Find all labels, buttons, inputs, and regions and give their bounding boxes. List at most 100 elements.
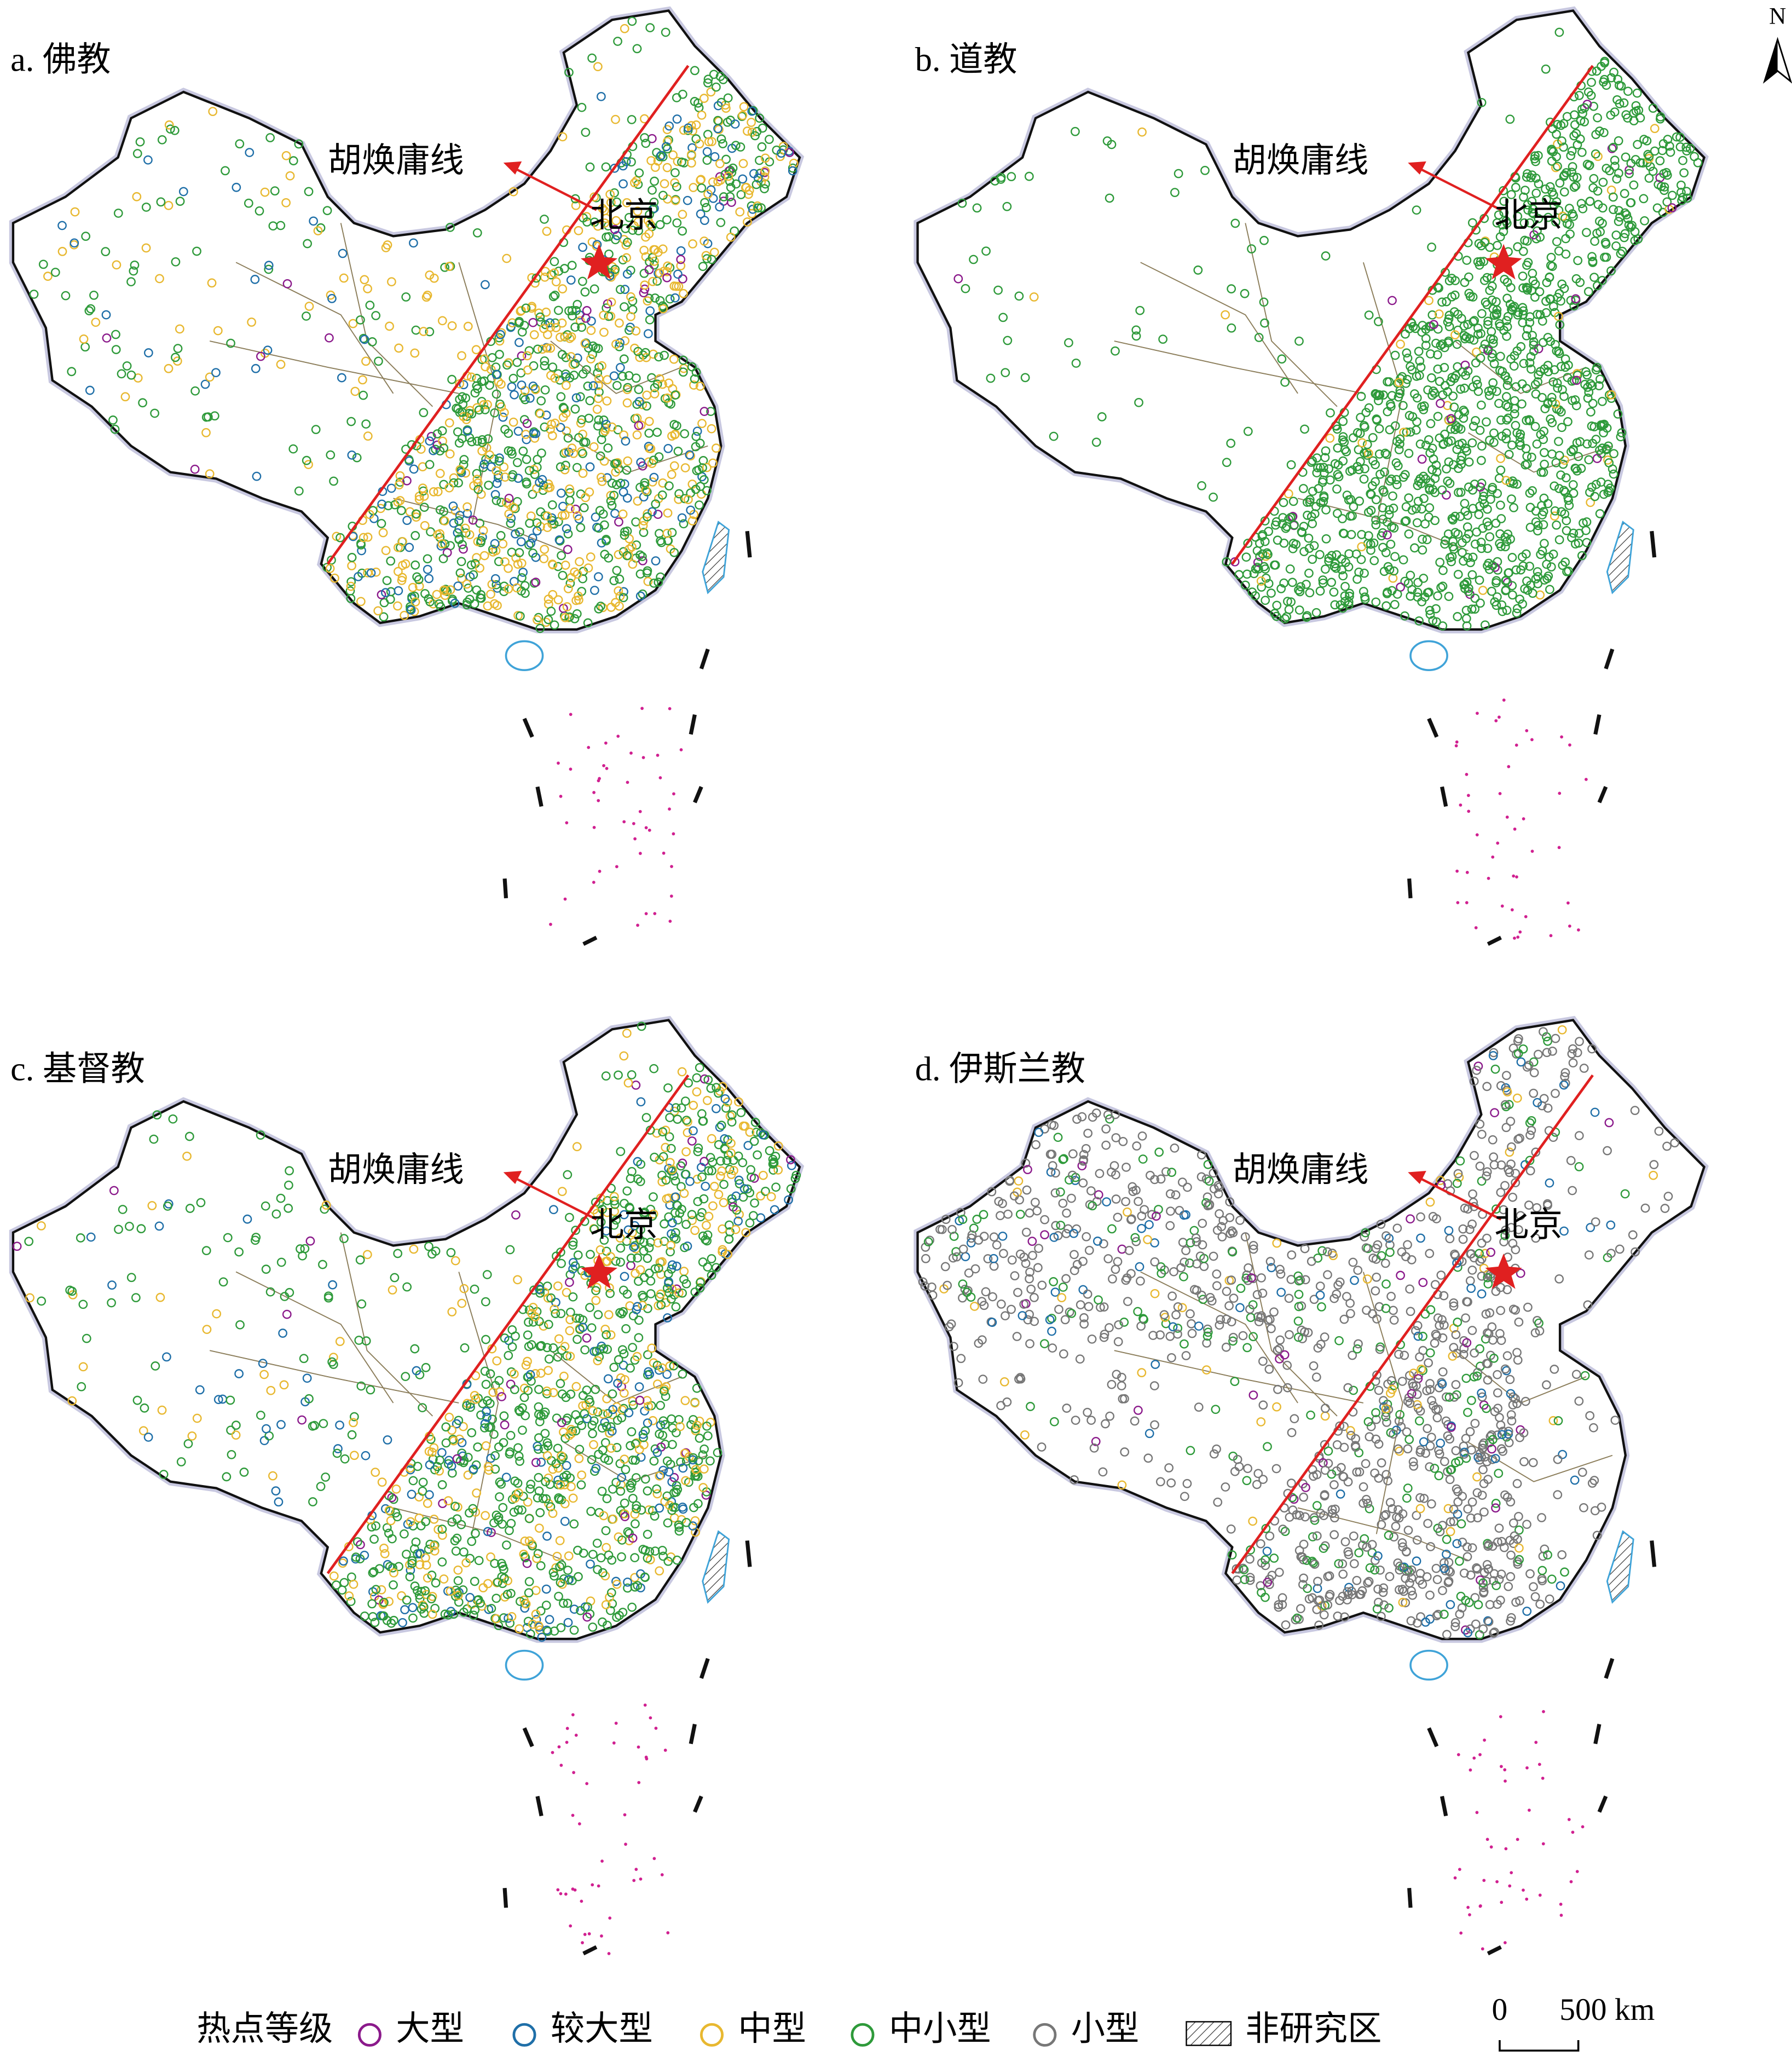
hotspot-dot [703,189,713,199]
hotspot-dot [1483,316,1493,326]
hotspot-dot [1475,575,1484,585]
hotspot-dot [420,589,430,598]
hotspot-dot [696,209,706,219]
hotspot-dot [622,465,632,475]
hotspot-dot [1609,67,1618,77]
hotspot-dot [689,1126,698,1136]
hotspot-dot [584,1395,594,1405]
hotspot-dot [597,538,606,548]
hotspot-dot [1394,392,1403,402]
hotspot-dot [57,247,67,256]
hotspot-dot [621,1465,631,1475]
nine-dash [1604,648,1615,669]
panel-title: c. 基督教 [10,1051,145,1088]
hotspot-dot [449,518,459,528]
hotspot-dot [771,1182,781,1192]
hotspot-dot [1556,407,1566,417]
island [600,1934,603,1938]
hotspot-dot [1136,1276,1145,1286]
hu-arrow-head [1408,161,1426,175]
island [668,707,672,711]
hotspot-dot [567,261,577,270]
hotspot-dot [648,185,657,195]
hotspot-dot [563,545,573,555]
hotspot-dot [1603,1146,1612,1156]
hotspot-dot [510,504,520,513]
hotspot-dot [524,1318,533,1327]
hotspot-dot [421,1362,431,1372]
hotspot-dot [1489,428,1499,438]
hotspot-dot [633,206,643,216]
hotspot-dot [1325,434,1335,443]
hotspot-dot [65,1285,75,1295]
hotspot-dot [484,481,494,490]
hotspot-dot [1414,346,1424,356]
hotspot-dot [1371,460,1380,470]
hotspot-dot [631,1456,640,1465]
hotspot-dot [561,408,571,418]
hotspot-dot [593,368,603,378]
hotspot-dot [981,246,991,256]
hotspot-dot [1425,448,1435,458]
hotspot-dot [621,224,631,233]
hotspot-dot [433,487,443,496]
hotspot-dot [1614,80,1624,90]
hotspot-dot [1533,579,1542,588]
hotspot-dot [616,1243,626,1253]
island [643,1703,647,1707]
hotspot-dot [1340,597,1350,607]
hotspot-dot [360,275,369,285]
hotspot-dot [547,431,557,441]
hotspot-dot [697,1172,707,1182]
hotspot-dot [173,344,183,354]
hotspot-dot [564,67,574,77]
hotspot-dot [1166,1206,1175,1216]
hotspot-dot [159,1470,169,1479]
hotspot-dot [1294,605,1304,615]
hotspot-dot [1418,321,1427,330]
hotspot-dot [601,162,611,172]
hotspot-dot [541,1477,550,1487]
hotspot-dot [733,1151,743,1161]
hotspot-dot [1576,199,1586,209]
hotspot-dot [525,1370,535,1379]
hotspot-dot [1614,206,1623,216]
island [648,828,651,832]
hotspot-dot [643,1350,652,1360]
hotspot-dot [1269,1307,1279,1317]
hotspot-dot [708,1201,718,1211]
hotspot-dot [1374,424,1384,434]
hotspot-dot [101,310,111,320]
hotspot-dot [615,318,624,328]
hotspot-dot [549,1205,558,1215]
hotspot-dot [681,1279,691,1289]
hotspot-dot [580,1345,590,1355]
hotspot-dot [1083,1289,1092,1299]
nine-dash [535,1795,544,1817]
hotspot-dot [1477,1129,1487,1139]
hotspot-dot [643,509,652,519]
island [1466,794,1470,798]
hotspot-dot [469,570,478,580]
hotspot-dot [1492,600,1501,610]
hotspot-dot [1372,415,1382,425]
hotspot-dot [1586,407,1596,417]
hotspot-dot [1378,503,1388,513]
hotspot-dot [544,594,553,604]
hotspot-dot [563,1170,573,1180]
hotspot-dot [457,407,467,417]
hotspot-dot [1552,378,1562,388]
hotspot-dot [542,1451,552,1460]
hotspot-dot [68,1290,78,1300]
hotspot-dot [499,587,509,597]
hotspot-dot [1349,1385,1359,1395]
hotspot-dot [481,405,490,414]
hotspot-dot [561,460,570,470]
island [666,1931,670,1934]
hotspot-dot [462,579,472,589]
hotspot-dot [1338,435,1348,445]
hotspot-dot [1584,1250,1594,1260]
hotspot-dot [1508,1518,1518,1528]
hotspot-dot [496,1558,506,1568]
hotspot-dot [1299,1492,1308,1502]
